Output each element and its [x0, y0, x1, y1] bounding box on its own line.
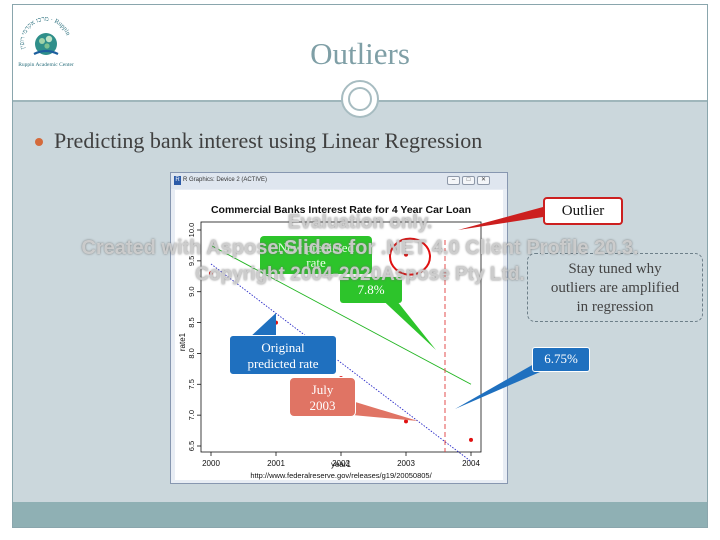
maximize-button[interactable]: □: [462, 176, 475, 185]
y-tick-label: 9.0: [187, 286, 196, 296]
r-window-titlebar[interactable]: R R Graphics: Device 2 (ACTIVE) – □ ✕: [171, 173, 507, 189]
original-regression-line: [210, 263, 472, 462]
y-tick-label: 7.5: [187, 379, 196, 389]
y-tick-label: 6.5: [187, 441, 196, 451]
outlier-callout: Outlier: [543, 197, 623, 225]
y-tick-label: 9.5: [187, 256, 196, 266]
y-tick-label: 8.0: [187, 348, 196, 358]
stay-line-2: outliers are amplified: [550, 280, 680, 296]
slide-frame: [12, 4, 708, 528]
data-point: [274, 320, 278, 325]
stay-line-1: Stay tuned why: [568, 261, 662, 277]
july-line-2: 2003: [309, 398, 336, 413]
y-tick-label: 7.0: [187, 410, 196, 420]
r-window-title: R Graphics: Device 2 (ACTIVE): [183, 177, 268, 183]
new-rate-callout: New predicted rate: [260, 236, 372, 274]
rate-78-callout: 7.8%: [340, 277, 402, 303]
july-line-1: July: [311, 382, 334, 397]
footer-band: [13, 502, 707, 527]
chart-title: Commercial Banks Interest Rate for 4 Yea…: [211, 204, 471, 216]
x-tick-label: 2003: [397, 459, 415, 468]
ruppin-logo-icon: מרכז אקדמי רופין · Ruppin Ruppin Academi…: [18, 16, 74, 72]
x-axis-label: year1: [331, 460, 352, 469]
logo-text: Ruppin Academic Center: [18, 62, 74, 68]
r-plot-area: Commercial Banks Interest Rate for 4 Yea…: [175, 190, 503, 480]
bullet-marker: [35, 138, 43, 146]
page-title: Outliers: [310, 36, 410, 71]
x-tick-label: 2002: [332, 459, 350, 468]
outlier-highlight-ring: [389, 237, 431, 276]
y-axis-label: rate1: [178, 332, 187, 351]
x-tick-label: 2004: [462, 459, 480, 468]
orig-line-2: predicted rate: [247, 356, 319, 371]
x-tick-label: 2001: [267, 459, 285, 468]
rate-675-callout: 6.75%: [532, 347, 590, 372]
bullet-text: Predicting bank interest using Linear Re…: [54, 128, 483, 153]
original-rate-callout: Original predicted rate: [229, 335, 337, 375]
minimize-button[interactable]: –: [447, 176, 460, 185]
r-app-icon: R: [174, 176, 181, 185]
stay-line-3: in regression: [576, 299, 654, 315]
data-point: [469, 437, 473, 442]
stay-tuned-note: Stay tuned why outliers are amplified in…: [527, 253, 703, 322]
chart-caption: http://www.federalreserve.gov/releases/g…: [250, 471, 432, 480]
title-ring-ornament: [341, 80, 379, 118]
data-point: [404, 419, 408, 424]
r-graphics-window[interactable]: R R Graphics: Device 2 (ACTIVE) – □ ✕ Co…: [170, 172, 508, 484]
scatter-chart: Commercial Banks Interest Rate for 4 Yea…: [178, 204, 482, 480]
data-point: [404, 252, 408, 257]
x-tick-label: 2000: [202, 459, 220, 468]
new-line-2: rate: [306, 255, 326, 270]
close-button[interactable]: ✕: [477, 176, 490, 185]
data-point: [209, 271, 213, 276]
orig-line-1: Original: [261, 340, 305, 355]
y-tick-label: 8.5: [187, 317, 196, 327]
new-regression-line: [210, 245, 472, 385]
new-line-1: New predicted: [277, 240, 355, 255]
y-tick-label: 10.0: [187, 223, 196, 238]
july-2003-callout: July 2003: [289, 377, 356, 417]
